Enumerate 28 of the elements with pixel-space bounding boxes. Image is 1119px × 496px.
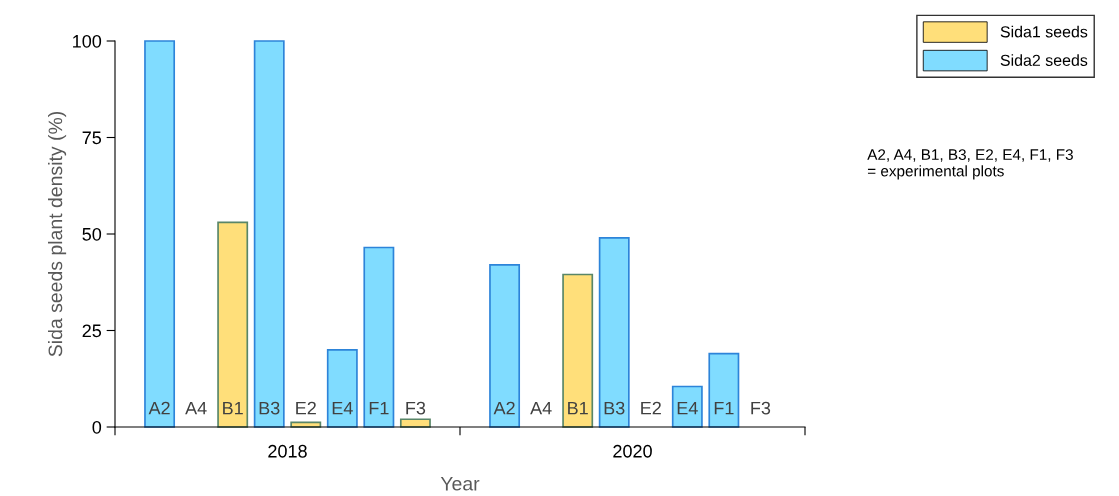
x-tick-label: F3 xyxy=(751,401,771,415)
text: A2, A4, B1, B3, E2, E4, F1, F3 = experimental plots xyxy=(867,149,1073,180)
x-axis-title: Year xyxy=(440,477,480,491)
y-tick-label: 100 xyxy=(73,34,102,48)
y-tick-label: 75 xyxy=(82,131,102,145)
y-tick-label: 0 xyxy=(92,420,102,434)
y-tick-label: 25 xyxy=(82,324,102,338)
x-tick-label: E4 xyxy=(677,401,698,415)
legend-label: Sida1 seeds xyxy=(1000,25,1088,38)
x-tick-label: B3 xyxy=(604,401,625,415)
x-tick-label: F3 xyxy=(406,401,426,415)
y-axis-title: Sida seeds plant density (%) xyxy=(48,111,67,357)
x-tick-label: A2 xyxy=(493,401,515,415)
x-tick-label: B1 xyxy=(568,401,588,415)
x-tick-label: A4 xyxy=(185,401,207,415)
x-tick-label: A2 xyxy=(148,401,170,415)
x-tick-label: F1 xyxy=(369,401,389,415)
x-tick-label: A4 xyxy=(530,401,552,415)
y-tick-label: 50 xyxy=(82,227,102,241)
x-tick-label: B1 xyxy=(223,401,243,415)
legend-label: Sida2 seeds xyxy=(1000,54,1088,66)
x-tick-label: E2 xyxy=(641,401,661,415)
x-tick-label: E4 xyxy=(332,401,353,415)
x-tick-label: F1 xyxy=(714,401,734,415)
text: 2020 xyxy=(613,444,652,458)
x-tick-label: E2 xyxy=(296,401,316,415)
x-tick-label: B3 xyxy=(259,401,280,415)
text: 2018 xyxy=(268,444,307,458)
